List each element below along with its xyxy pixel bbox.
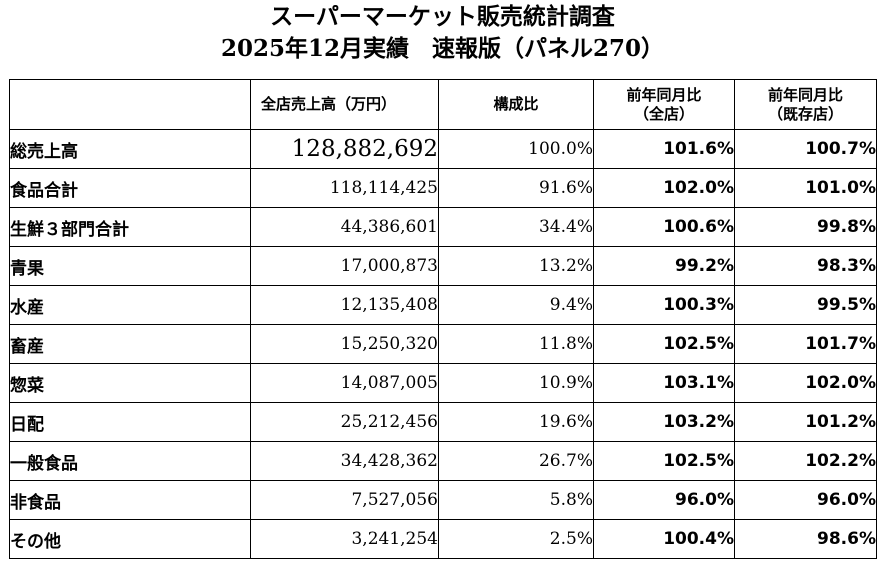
row-label: 食品合計 bbox=[9, 168, 251, 208]
yoy-all-value: 100.3% bbox=[593, 285, 735, 325]
yoy-existing-value: 101.2% bbox=[734, 402, 877, 442]
table-row: 一般食品 34,428,362 26.7% 102.5% 102.2% bbox=[9, 441, 877, 481]
header-share: 構成比 bbox=[438, 79, 594, 130]
table-row: 惣菜 14,087,005 10.9% 103.1% 102.0% bbox=[9, 363, 877, 403]
row-label: 生鮮３部門合計 bbox=[9, 207, 251, 247]
row-label: 水産 bbox=[9, 285, 251, 325]
table-row: 水産 12,135,408 9.4% 100.3% 99.5% bbox=[9, 285, 877, 325]
share-value: 19.6% bbox=[438, 402, 594, 442]
sales-value: 44,386,601 bbox=[250, 207, 439, 247]
row-label: 一般食品 bbox=[9, 441, 251, 481]
header-yoy-all: 前年同月比 （全店） bbox=[593, 79, 735, 130]
row-label: 非食品 bbox=[9, 480, 251, 520]
yoy-existing-value: 99.8% bbox=[734, 207, 877, 247]
yoy-all-value: 100.4% bbox=[593, 519, 735, 559]
yoy-all-value: 101.6% bbox=[593, 129, 735, 169]
row-label: 惣菜 bbox=[9, 363, 251, 403]
header-yoy-existing-line2: （既存店） bbox=[767, 104, 843, 123]
yoy-existing-value: 102.0% bbox=[734, 363, 877, 403]
share-value: 2.5% bbox=[438, 519, 594, 559]
table-row: 青果 17,000,873 13.2% 99.2% 98.3% bbox=[9, 246, 877, 286]
yoy-all-value: 103.1% bbox=[593, 363, 735, 403]
table-header-row: 全店売上高（万円） 構成比 前年同月比 （全店） 前年同月比 （既存店） bbox=[9, 79, 877, 130]
yoy-existing-value: 99.5% bbox=[734, 285, 877, 325]
sales-value: 15,250,320 bbox=[250, 324, 439, 364]
header-yoy-all-line1: 前年同月比 bbox=[626, 85, 702, 104]
sales-value: 7,527,056 bbox=[250, 480, 439, 520]
yoy-all-value: 102.5% bbox=[593, 441, 735, 481]
row-label: 青果 bbox=[9, 246, 251, 286]
share-value: 26.7% bbox=[438, 441, 594, 481]
header-yoy-existing-line1: 前年同月比 bbox=[767, 85, 843, 104]
yoy-existing-value: 100.7% bbox=[734, 129, 877, 169]
sales-value: 14,087,005 bbox=[250, 363, 439, 403]
table-row: その他 3,241,254 2.5% 100.4% 98.6% bbox=[9, 519, 877, 559]
share-value: 34.4% bbox=[438, 207, 594, 247]
table-row: 畜産 15,250,320 11.8% 102.5% 101.7% bbox=[9, 324, 877, 364]
sales-table: 全店売上高（万円） 構成比 前年同月比 （全店） 前年同月比 （既存店） 総売上高 … bbox=[9, 79, 877, 559]
share-value: 13.2% bbox=[438, 246, 594, 286]
sales-value: 17,000,873 bbox=[250, 246, 439, 286]
yoy-all-value: 96.0% bbox=[593, 480, 735, 520]
yoy-all-value: 99.2% bbox=[593, 246, 735, 286]
sales-value: 34,428,362 bbox=[250, 441, 439, 481]
table-row: 総売上高 128,882,692 100.0% 101.6% 100.7% bbox=[9, 129, 877, 169]
yoy-existing-value: 98.6% bbox=[734, 519, 877, 559]
sales-value: 128,882,692 bbox=[250, 129, 439, 169]
table-row: 食品合計 118,114,425 91.6% 102.0% 101.0% bbox=[9, 168, 877, 208]
sales-value: 118,114,425 bbox=[250, 168, 439, 208]
yoy-existing-value: 96.0% bbox=[734, 480, 877, 520]
yoy-existing-value: 98.3% bbox=[734, 246, 877, 286]
share-value: 11.8% bbox=[438, 324, 594, 364]
yoy-all-value: 100.6% bbox=[593, 207, 735, 247]
table-row: 生鮮３部門合計 44,386,601 34.4% 100.6% 99.8% bbox=[9, 207, 877, 247]
share-value: 5.8% bbox=[438, 480, 594, 520]
yoy-all-value: 102.0% bbox=[593, 168, 735, 208]
row-label: 畜産 bbox=[9, 324, 251, 364]
share-value: 10.9% bbox=[438, 363, 594, 403]
share-value: 9.4% bbox=[438, 285, 594, 325]
report-title: スーパーマーケット販売統計調査 bbox=[270, 3, 615, 30]
share-value: 91.6% bbox=[438, 168, 594, 208]
row-label: 日配 bbox=[9, 402, 251, 442]
table-row: 日配 25,212,456 19.6% 103.2% 101.2% bbox=[9, 402, 877, 442]
sales-value: 12,135,408 bbox=[250, 285, 439, 325]
report-subtitle: 2025年12月実績 速報版（パネル270） bbox=[220, 35, 665, 62]
header-yoy-all-line2: （全店） bbox=[633, 104, 694, 123]
header-category bbox=[9, 79, 251, 130]
row-label: その他 bbox=[9, 519, 251, 559]
row-label: 総売上高 bbox=[9, 129, 251, 169]
share-value: 100.0% bbox=[438, 129, 594, 169]
yoy-all-value: 102.5% bbox=[593, 324, 735, 364]
yoy-existing-value: 101.7% bbox=[734, 324, 877, 364]
header-yoy-existing: 前年同月比 （既存店） bbox=[734, 79, 877, 130]
yoy-existing-value: 102.2% bbox=[734, 441, 877, 481]
table-row: 非食品 7,527,056 5.8% 96.0% 96.0% bbox=[9, 480, 877, 520]
header-sales: 全店売上高（万円） bbox=[250, 79, 439, 130]
yoy-all-value: 103.2% bbox=[593, 402, 735, 442]
yoy-existing-value: 101.0% bbox=[734, 168, 877, 208]
sales-value: 25,212,456 bbox=[250, 402, 439, 442]
sales-value: 3,241,254 bbox=[250, 519, 439, 559]
